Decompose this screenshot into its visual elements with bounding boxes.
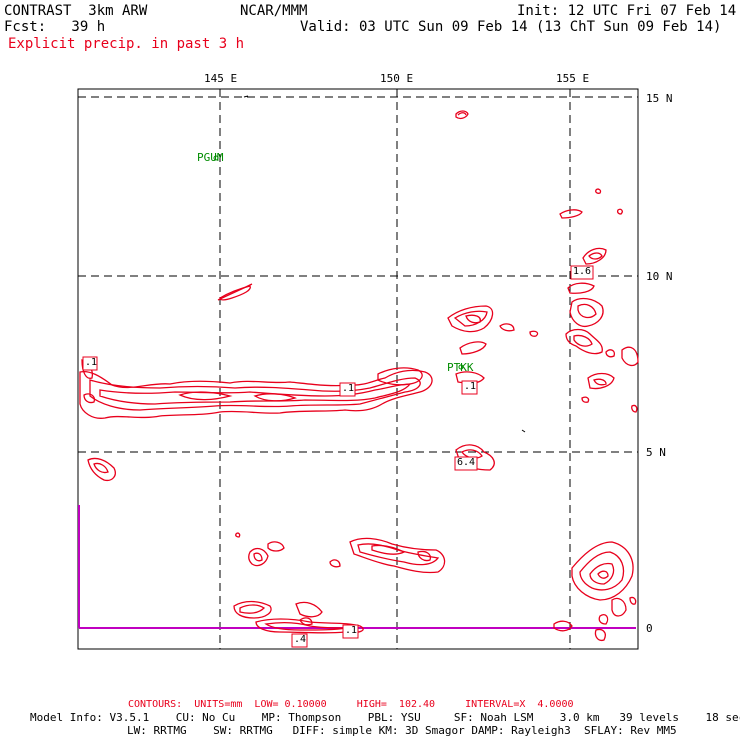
station-label-pgum: PGUM	[197, 151, 224, 164]
contour-value-label: 6.4	[457, 457, 476, 468]
value-label-boxes	[82, 265, 594, 648]
contour-value-label: 1.6	[573, 266, 592, 277]
domain-boundary	[78, 505, 636, 629]
lat-lon-grid	[78, 89, 638, 649]
contour-value-label: .1	[345, 625, 358, 636]
contour-info: CONTOURS: UNITS=mm LOW= 0.10000 HIGH= 10…	[128, 699, 574, 710]
station-markers	[213, 155, 464, 370]
lat-label-15n: 15 N	[646, 92, 673, 105]
misc-marks	[243, 95, 526, 433]
field-title: Explicit precip. in past 3 h	[8, 36, 245, 52]
lon-label-150: 150 E	[380, 72, 414, 85]
station-marker-ptkk	[458, 364, 464, 370]
valid-time: Valid: 03 UTC Sun 09 Feb 14 (13 ChT Sun …	[300, 19, 722, 35]
model-info-line2: LW: RRTMG SW: RRTMG DIFF: simple KM: 3D …	[127, 724, 677, 737]
contour-value-label: .1	[342, 383, 355, 394]
station-label-ptkk: PTKK	[447, 361, 474, 374]
lat-label-equator: 0	[646, 622, 653, 635]
lat-label-10n: 10 N	[646, 270, 673, 283]
map-frame	[77, 88, 639, 650]
product-title: CONTRAST 3km ARW	[4, 3, 148, 19]
lon-label-145: 145 E	[204, 72, 238, 85]
lon-label-155: 155 E	[556, 72, 590, 85]
forecast-hour: Fcst: 39 h	[4, 19, 106, 35]
contour-value-label: .1	[464, 381, 477, 392]
precip-contours	[79, 110, 639, 642]
center-name: NCAR/MMM	[240, 3, 308, 19]
station-marker-pgum	[213, 155, 219, 161]
contour-value-label: .4	[294, 634, 307, 645]
model-info-line1: Model Info: V3.5.1 CU: No Cu MP: Thompso…	[30, 711, 740, 724]
lat-label-5n: 5 N	[646, 446, 666, 459]
contour-value-label: .1	[85, 357, 98, 368]
init-time: Init: 12 UTC Fri 07 Feb 14	[517, 3, 737, 19]
